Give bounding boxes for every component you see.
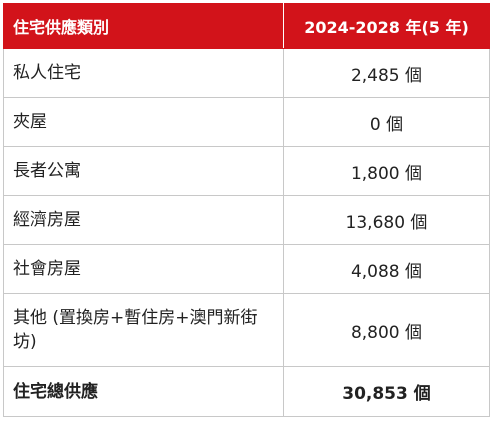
header-housing-type: 住宅供應類別 <box>3 3 284 49</box>
total-row: 住宅總供應 30,853 個 <box>3 366 490 417</box>
units-cell: 4,088 個 <box>283 244 490 294</box>
total-units-cell: 30,853 個 <box>283 366 490 417</box>
housing-type-cell: 私人住宅 <box>3 48 284 98</box>
table-row: 其他 (置換房+暫住房+澳門新街坊) 8,800 個 <box>3 293 490 367</box>
units-cell: 2,485 個 <box>283 48 490 98</box>
header-row: 住宅供應類別 2024-2028 年(5 年) <box>3 3 490 49</box>
housing-type-cell: 夾屋 <box>3 97 284 147</box>
units-cell: 1,800 個 <box>283 146 490 196</box>
table-row: 經濟房屋 13,680 個 <box>3 195 490 245</box>
housing-type-cell: 其他 (置換房+暫住房+澳門新街坊) <box>3 293 284 367</box>
table-row: 夾屋 0 個 <box>3 97 490 147</box>
header-period-units: 2024-2028 年(5 年) <box>283 3 490 49</box>
total-label-cell: 住宅總供應 <box>3 366 284 417</box>
housing-supply-table: 住宅供應類別 2024-2028 年(5 年) 私人住宅 2,485 個 夾屋 … <box>3 3 490 417</box>
table-row: 長者公寓 1,800 個 <box>3 146 490 196</box>
table-row: 私人住宅 2,485 個 <box>3 48 490 98</box>
housing-type-cell: 社會房屋 <box>3 244 284 294</box>
table-header: 住宅供應類別 2024-2028 年(5 年) <box>3 3 490 49</box>
units-cell: 0 個 <box>283 97 490 147</box>
table-row: 社會房屋 4,088 個 <box>3 244 490 294</box>
housing-type-cell: 經濟房屋 <box>3 195 284 245</box>
table-body: 私人住宅 2,485 個 夾屋 0 個 長者公寓 1,800 個 經濟房屋 13… <box>3 48 490 417</box>
housing-type-cell: 長者公寓 <box>3 146 284 196</box>
units-cell: 13,680 個 <box>283 195 490 245</box>
units-cell: 8,800 個 <box>283 293 490 367</box>
